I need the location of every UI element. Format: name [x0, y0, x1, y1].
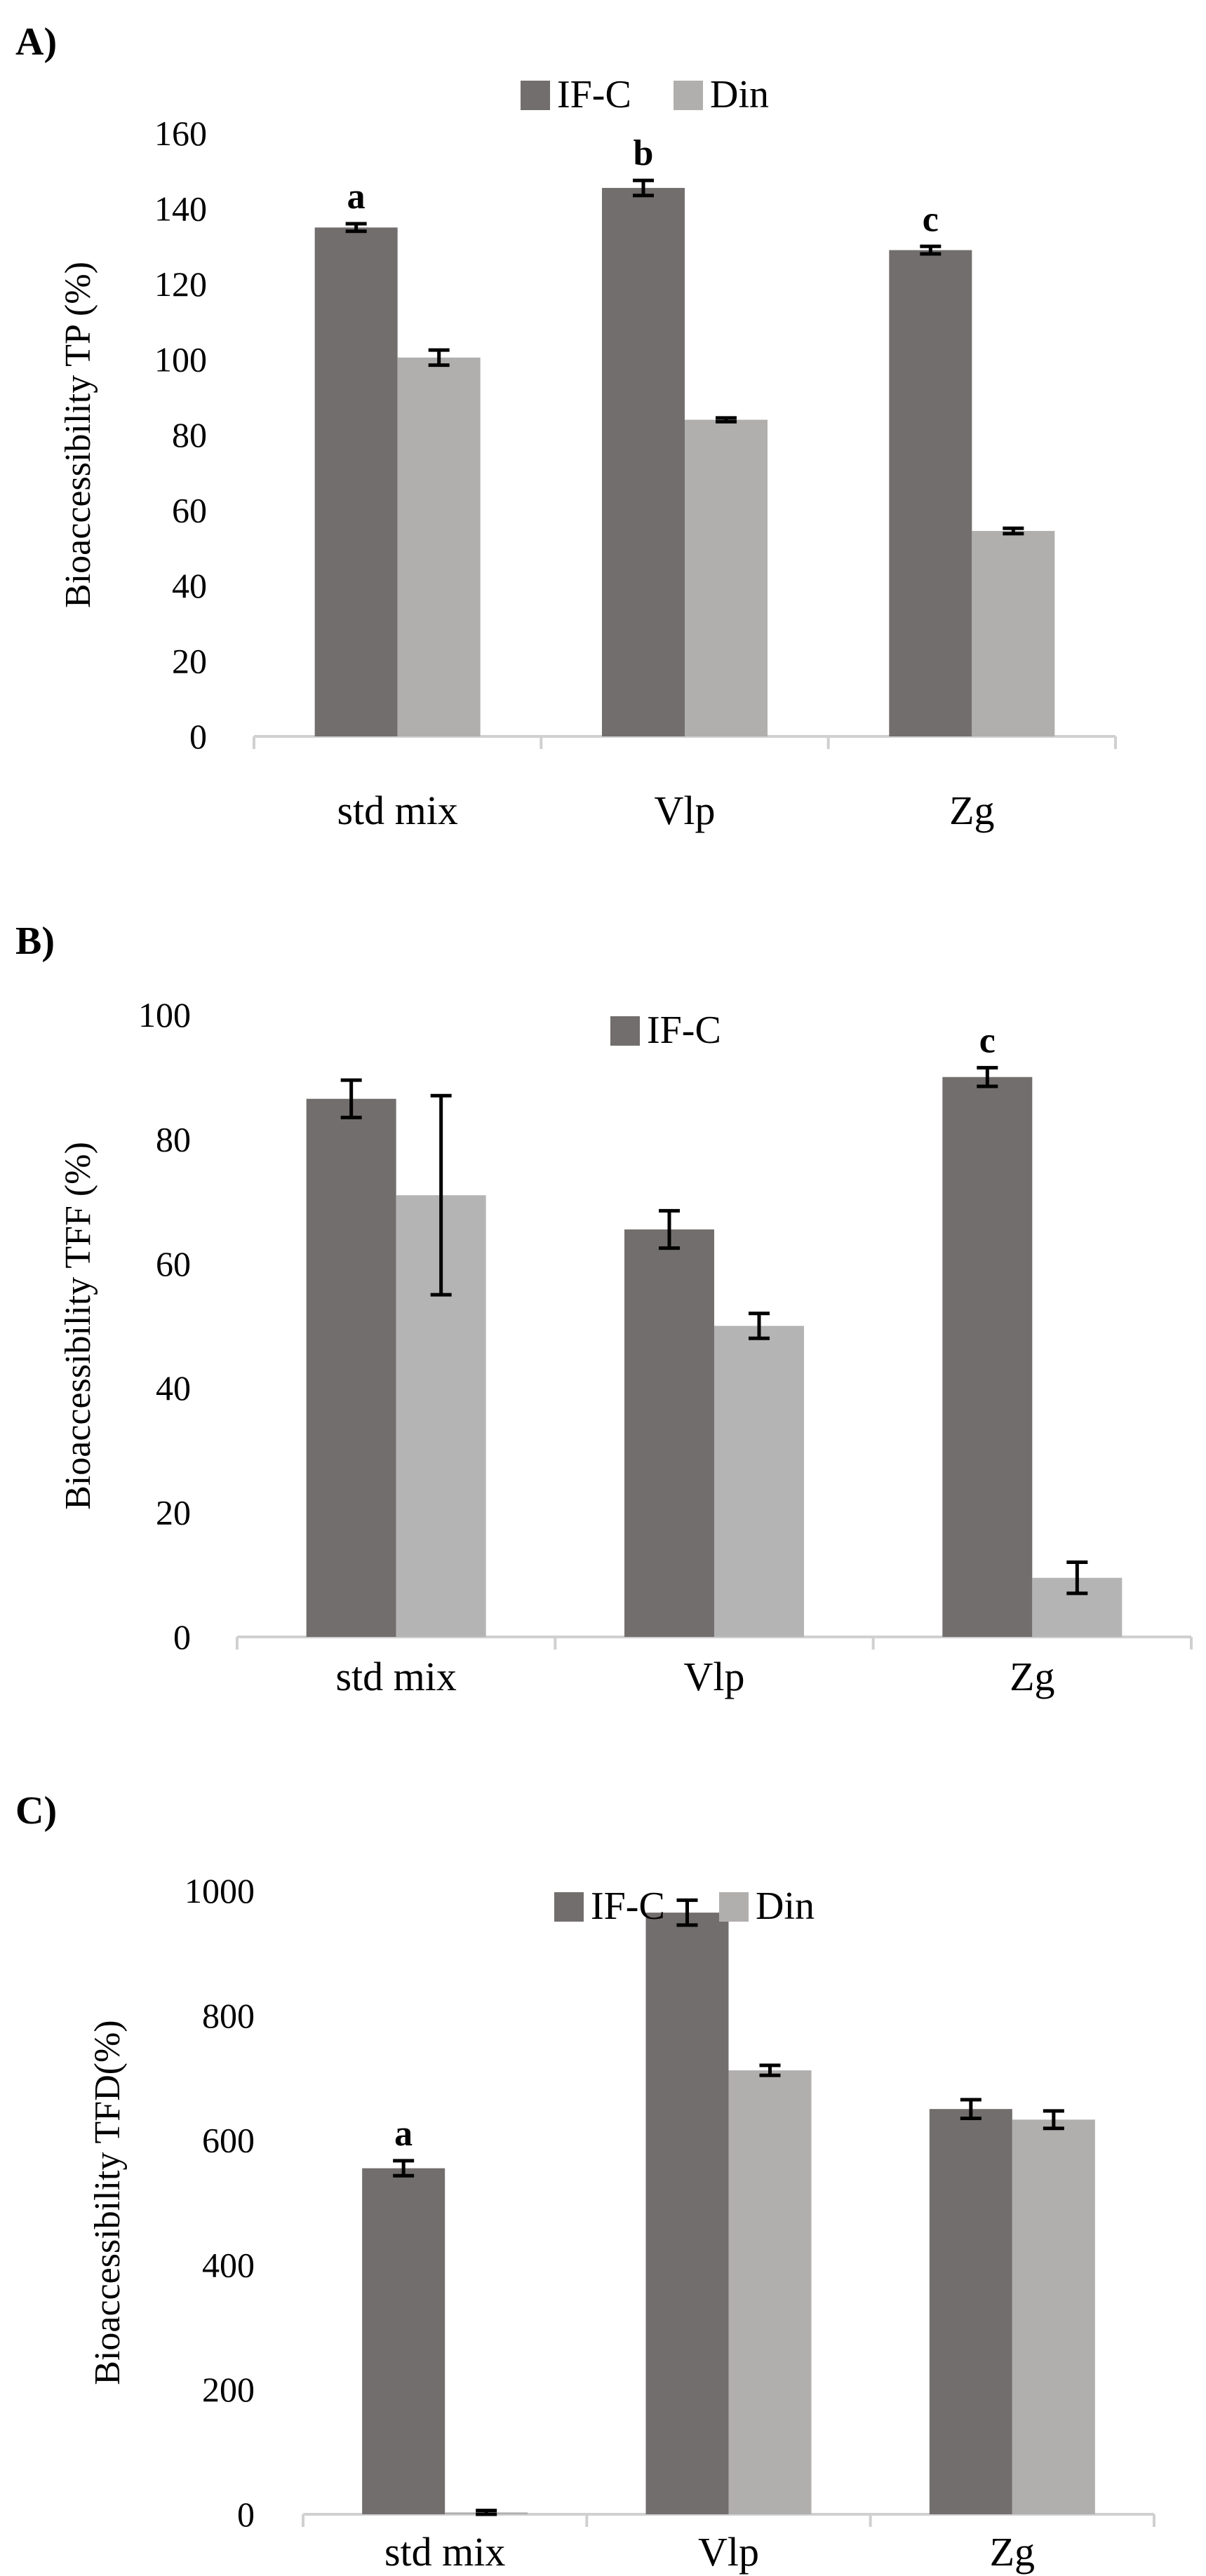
legend-label: IF-C: [591, 1884, 665, 1928]
x-tick-label: std mix: [384, 2529, 505, 2575]
legend-swatch: [674, 81, 703, 110]
x-tick-label: std mix: [335, 1654, 456, 1699]
chart-panel-2: B) 0 20 40 60 80 100 Bioaccessibility TFF (%) st…: [15, 919, 1193, 1699]
y-tick-label: 100: [138, 995, 191, 1034]
y-tick-label: 400: [202, 2245, 255, 2284]
x-tick-label: Zg: [1010, 1654, 1054, 1699]
y-axis-title: Bioaccessibility TP (%): [58, 262, 98, 608]
bar-if-c-2: [624, 1229, 714, 1637]
panel-label: C): [15, 1789, 57, 1833]
y-tick-label: 100: [154, 340, 207, 379]
legend-swatch: [610, 1016, 640, 1046]
bar-if-c-1: [314, 227, 398, 736]
y-tick-label: 0: [173, 1617, 191, 1657]
bar-if-c-3: [929, 2109, 1012, 2514]
x-tick-label: Zg: [990, 2529, 1035, 2575]
y-axis-title: Bioaccessibility TFF (%): [58, 1142, 98, 1510]
bar-if-c-2: [645, 1913, 729, 2514]
y-tick-label: 40: [156, 1368, 191, 1408]
y-tick-label: 60: [156, 1244, 191, 1283]
bar-if-c-2: [602, 187, 685, 736]
y-tick-label: 80: [172, 415, 207, 454]
panel-label: A): [15, 20, 57, 64]
significance-label: b: [634, 133, 654, 173]
legend-label: IF-C: [647, 1009, 721, 1052]
panel-label: B): [15, 919, 55, 963]
legend-swatch: [521, 81, 550, 110]
bar-if-c-1: [362, 2168, 445, 2514]
y-tick-label: 80: [156, 1119, 191, 1159]
bar-din-2: [714, 1326, 804, 1637]
x-tick-label: std mix: [337, 788, 457, 833]
x-tick-label: Vlp: [698, 2529, 759, 2575]
bar-if-c-1: [306, 1098, 396, 1637]
x-tick-label: Vlp: [684, 1654, 745, 1699]
x-tick-label: Zg: [949, 788, 994, 833]
y-tick-label: 140: [154, 189, 207, 229]
y-tick-label: 0: [189, 717, 207, 756]
significance-label: c: [979, 1020, 996, 1060]
x-tick-label: Vlp: [655, 788, 716, 833]
y-tick-label: 160: [154, 114, 207, 153]
significance-label: c: [923, 199, 939, 239]
legend-label: IF-C: [557, 73, 631, 116]
significance-label: a: [347, 177, 366, 217]
y-tick-label: 20: [172, 642, 207, 681]
chart-panel-1: A) 0 20 40 60 80 100 120 140 160 Bioaccessibility …: [15, 20, 1117, 833]
legend-label: Din: [756, 1884, 815, 1928]
bar-din-2: [685, 419, 768, 736]
chart-panel-3: C) 0 200 400 600 800 1000 Bioaccessibility TFD(…: [15, 1789, 1155, 2575]
bar-din-1: [397, 357, 481, 736]
legend-label: Din: [710, 73, 769, 116]
y-tick-label: 600: [202, 2121, 255, 2160]
bar-if-c-3: [942, 1077, 1033, 1637]
legend-swatch: [554, 1892, 584, 1922]
y-tick-label: 60: [172, 491, 207, 530]
bar-din-3: [1012, 2119, 1095, 2514]
legend-swatch: [719, 1892, 749, 1922]
y-tick-label: 40: [172, 566, 207, 605]
y-tick-label: 0: [237, 2495, 255, 2534]
y-tick-label: 120: [154, 264, 207, 304]
y-tick-label: 20: [156, 1493, 191, 1532]
y-tick-label: 1000: [185, 1871, 255, 1910]
y-tick-label: 800: [202, 1996, 255, 2035]
significance-label: a: [394, 2114, 413, 2154]
bar-din-3: [972, 531, 1055, 736]
bar-din-2: [728, 2070, 812, 2514]
y-axis-title: Bioaccessibility TFD(%): [88, 2020, 128, 2385]
y-tick-label: 200: [202, 2370, 255, 2409]
bar-if-c-3: [889, 250, 972, 736]
